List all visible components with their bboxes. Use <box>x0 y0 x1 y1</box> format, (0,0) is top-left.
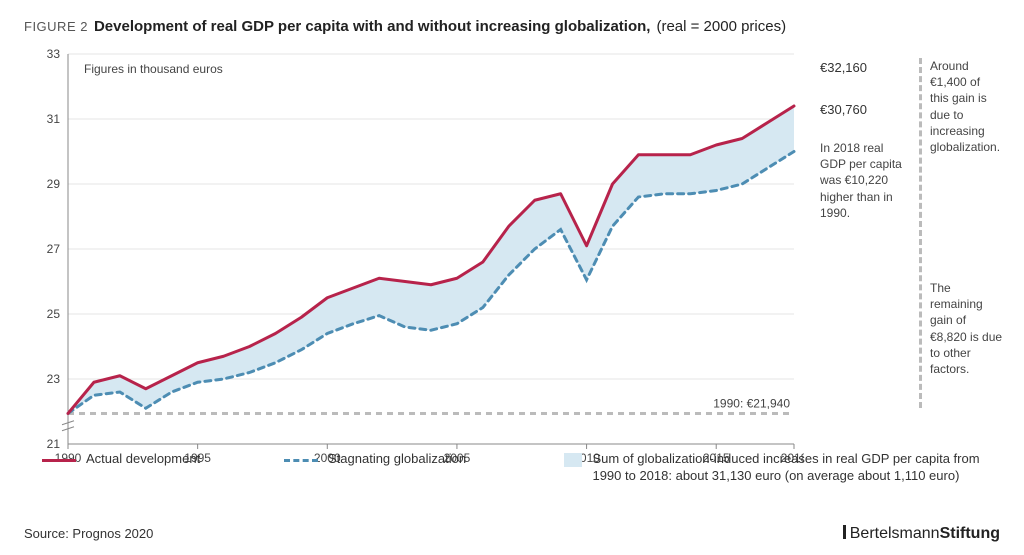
svg-text:33: 33 <box>47 47 61 61</box>
brand-logo: BertelsmannStiftung <box>843 525 1000 543</box>
figure-label: FIGURE 2 <box>24 19 88 34</box>
svg-text:29: 29 <box>47 177 61 191</box>
note-middle: In 2018 real GDP per capita was €10,220 … <box>820 140 912 221</box>
unit-note: Figures in thousand euros <box>84 62 223 76</box>
source-label: Source: Prognos 2020 <box>24 526 153 541</box>
side-divider-icon <box>919 58 922 408</box>
brand-light: Bertelsmann <box>850 525 940 542</box>
title-regular: (real = 2000 prices) <box>656 18 786 35</box>
legend-area-label: Sum of globalization-induced increases i… <box>592 451 1004 485</box>
svg-text:21: 21 <box>47 437 61 451</box>
value-label-top: €32,160 <box>820 60 867 75</box>
svg-text:25: 25 <box>47 307 61 321</box>
legend-stagnating-label: Stagnating globalization <box>328 451 466 466</box>
chart-area: 2123252729313319901995200020052010201520… <box>24 44 804 474</box>
legend-stagnating: Stagnating globalization <box>284 451 466 466</box>
legend-actual: Actual development <box>42 451 200 466</box>
legend: Actual development Stagnating globalizat… <box>24 451 1000 501</box>
brand-bold: Stiftung <box>940 525 1000 542</box>
note-upper: Around €1,400 of this gain is due to inc… <box>930 58 1000 155</box>
area-swatch-icon <box>564 453 582 467</box>
note-lower: The remaining gain of €8,820 is due to o… <box>930 280 1005 377</box>
svg-text:27: 27 <box>47 242 61 256</box>
legend-area: Sum of globalization-induced increases i… <box>564 451 1004 485</box>
legend-actual-label: Actual development <box>86 451 200 466</box>
line-swatch-icon <box>42 459 76 462</box>
chart-svg: 2123252729313319901995200020052010201520… <box>24 44 804 474</box>
dash-swatch-icon <box>284 459 318 462</box>
value-label-bottom: €30,760 <box>820 102 867 117</box>
svg-text:23: 23 <box>47 372 61 386</box>
svg-text:31: 31 <box>47 112 61 126</box>
chart-title: FIGURE 2 Development of real GDP per cap… <box>24 18 1000 35</box>
svg-text:1990: €21,940: 1990: €21,940 <box>713 396 790 410</box>
footer: Source: Prognos 2020 BertelsmannStiftung <box>24 525 1000 543</box>
brand-bar-icon <box>843 525 846 539</box>
title-bold: Development of real GDP per capita with … <box>94 18 650 35</box>
